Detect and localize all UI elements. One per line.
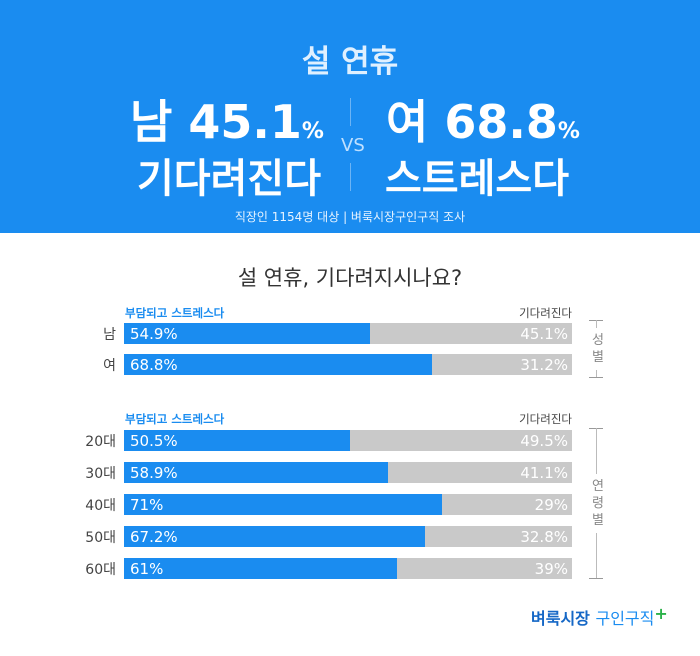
bar-waiting-label: 49.5% [520,432,568,450]
female-headline-pct: % [557,119,580,144]
bar-waiting-label: 29% [534,496,568,514]
male-headline-value: 남 45.1 [130,95,302,149]
bar-stress-label: 58.9% [130,464,178,482]
bar-track: 58.9% 41.1% [124,462,572,483]
legend-stress: 부담되고 스트레스다 [125,306,225,320]
plus-icon: + [654,604,668,623]
row-label: 60대 [85,562,116,578]
bar-waiting-label: 32.8% [520,528,568,546]
legend-waiting: 기다려진다 [519,306,572,320]
bar-stress-segment [124,494,443,515]
bar-waiting-label: 31.2% [520,356,568,374]
divider-top [350,98,351,126]
brand-logo: 벼룩시장 구인구직+ [531,604,668,629]
row-label: 남 [103,327,116,343]
male-headline-pct: % [301,119,324,144]
brand-name-part2: 구인구직 [595,609,655,628]
row-label: 20대 [85,434,116,450]
bracket-line-lower [596,532,597,578]
bar-track: 50.5% 49.5% [124,430,572,451]
bar-track: 67.2% 32.8% [124,526,572,547]
bar-track: 68.8% 31.2% [124,354,572,375]
female-headline-value: 여 68.8 [386,95,558,149]
bar-waiting-label: 41.1% [520,464,568,482]
bar-stress-label: 67.2% [130,528,178,546]
chart-title: 설 연휴, 기다려지시나요? [237,266,463,290]
legend-stress: 부담되고 스트레스다 [125,412,225,426]
legend-waiting: 기다려진다 [519,412,572,426]
bar-stress-segment [124,323,370,344]
vs-label: VS [341,135,365,156]
bar-stress-label: 71% [130,496,164,514]
bar-stress-segment [124,354,433,375]
bracket-bottom-tick [589,377,603,378]
bar-stress-label: 54.9% [130,325,178,343]
bar-track: 61% 39% [124,558,572,579]
female-headline: 여 68.8% [386,86,580,152]
row-label: 30대 [85,466,116,482]
bar-stress-segment [124,526,426,547]
bracket-line-upper [596,320,597,328]
row-label: 40대 [85,498,116,514]
bar-track: 71% 29% [124,494,572,515]
bar-waiting-label: 39% [534,560,568,578]
brand-name-part1: 벼룩시장 [531,609,590,628]
bar-stress-segment [124,430,351,451]
bar-stress-label: 68.8% [130,356,178,374]
bar-waiting-label: 45.1% [520,325,568,343]
source-note: 직장인 1154명 대상 | 벼룩시장구인구직 조사 [234,210,466,224]
bar-stress-label: 61% [130,560,164,578]
row-label: 여 [103,358,116,374]
female-subline: 스트레스다 [385,156,569,202]
divider-bottom [350,163,351,191]
male-headline: 남 45.1% [130,86,324,152]
bar-stress-segment [124,462,388,483]
header-banner: 설 연휴 남 45.1% 기다려진다 VS 여 68.8% 스트레스다 직장인 … [0,0,700,233]
bar-stress-label: 50.5% [130,432,178,450]
bracket-line-lower [596,369,597,377]
row-label: 50대 [85,530,116,546]
bar-stress-segment [124,558,398,579]
male-subline: 기다려진다 [137,156,321,202]
banner-title: 설 연휴 [301,44,399,80]
bracket-line-upper [596,428,597,474]
bracket-bottom-tick [589,578,603,579]
bar-track: 54.9% 45.1% [124,323,572,344]
